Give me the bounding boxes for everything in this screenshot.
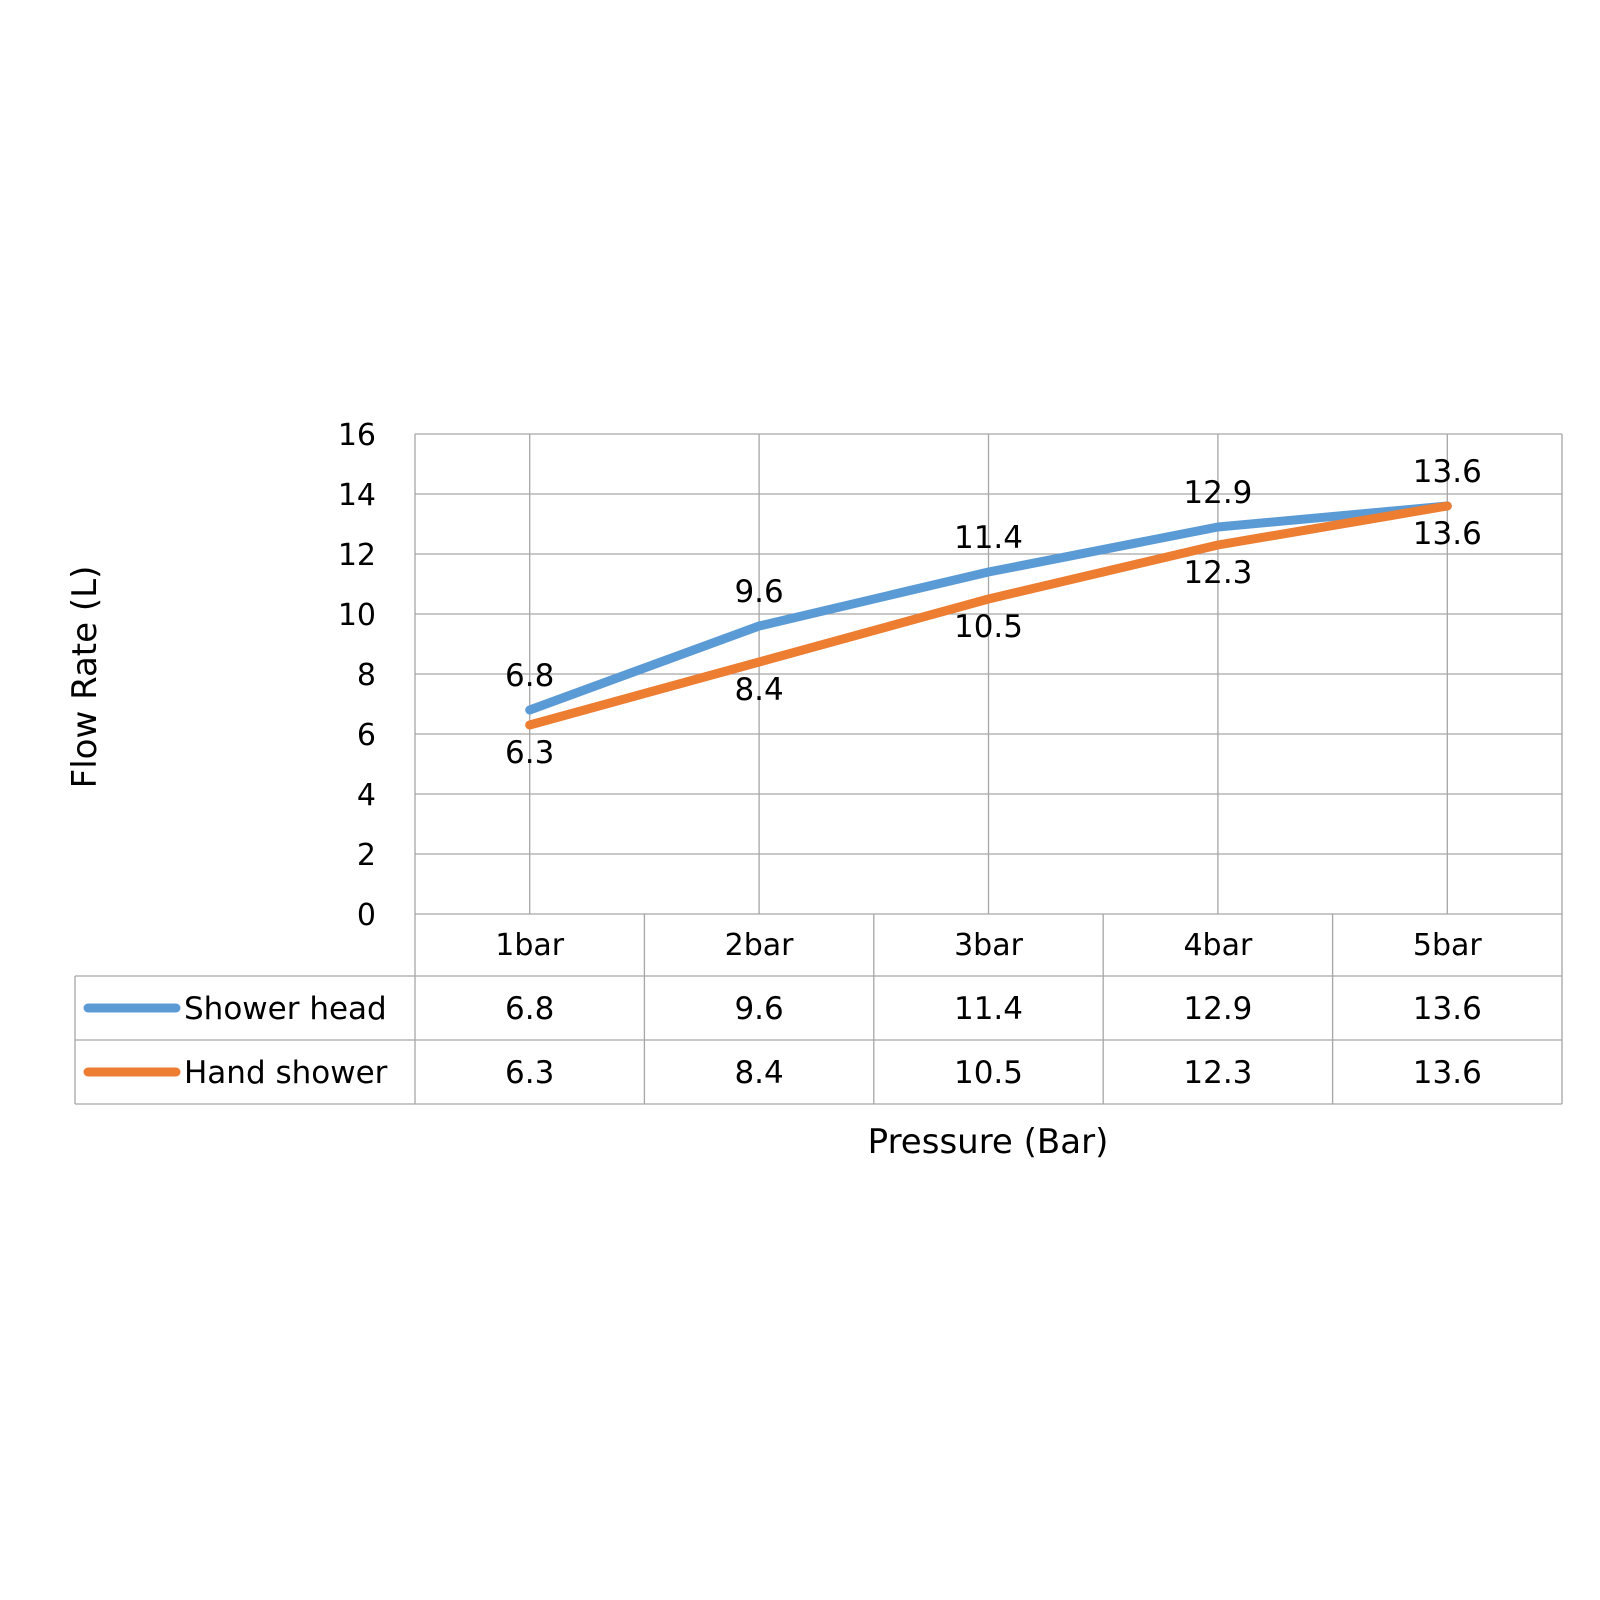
data-label: 13.6 [1413,454,1482,490]
table-cell-value: 13.6 [1413,991,1482,1027]
x-category-label: 4bar [1183,928,1253,963]
data-label: 9.6 [734,574,783,610]
table-cell-value: 12.9 [1183,991,1252,1027]
table-cell-value: 6.3 [505,1055,554,1091]
y-tick-label: 10 [338,598,376,633]
legend-series-name: Shower head [184,991,387,1027]
y-tick-label: 4 [357,778,376,813]
data-label: 10.5 [954,609,1023,645]
data-table: Shower head 6.8 9.6 11.4 12.9 13.6 Hand shower… [74,914,1563,1105]
data-label: 12.3 [1183,555,1252,591]
x-axis-title: Pressure (Bar) [868,1122,1109,1162]
table-cell-value: 11.4 [954,991,1023,1027]
table-cell-value: 13.6 [1413,1055,1482,1091]
y-tick-label: 6 [357,718,376,753]
series-line-1 [525,501,1452,730]
y-axis-title: Flow Rate (L) [65,566,105,789]
x-category-label: 5bar [1413,928,1483,963]
grid [414,433,1563,915]
x-category-label: 3bar [954,928,1024,963]
table-cell-value: 8.4 [734,1055,783,1091]
x-category-label: 1bar [495,928,565,963]
y-tick-label: 12 [338,538,376,573]
x-category-label: 2bar [725,928,795,963]
data-label: 13.6 [1413,516,1482,552]
table-cell-value: 9.6 [734,991,783,1027]
data-label: 6.3 [505,735,554,771]
y-tick-label: 16 [338,418,376,453]
series-lines [525,501,1452,730]
data-label: 6.8 [505,658,554,694]
data-label: 8.4 [734,672,783,708]
data-label: 12.9 [1183,475,1252,511]
axes: Flow Rate (L) Pressure (Bar) 0 2 4 6 8 10 12 14… [65,418,1482,1162]
legend-series-name: Hand shower [184,1055,388,1091]
series-line-0 [525,501,1452,715]
y-tick-label: 14 [338,478,376,513]
y-tick-label: 2 [357,838,376,873]
table-cell-value: 12.3 [1183,1055,1252,1091]
y-tick-label: 8 [357,658,376,693]
data-labels: 6.8 9.6 11.4 12.9 13.6 6.3 8.4 10.5 12.3 13.6 [505,454,1482,771]
table-cell-value: 10.5 [954,1055,1023,1091]
table-cell-value: 6.8 [505,991,554,1027]
data-label: 11.4 [954,520,1023,556]
y-tick-label: 0 [357,898,376,933]
